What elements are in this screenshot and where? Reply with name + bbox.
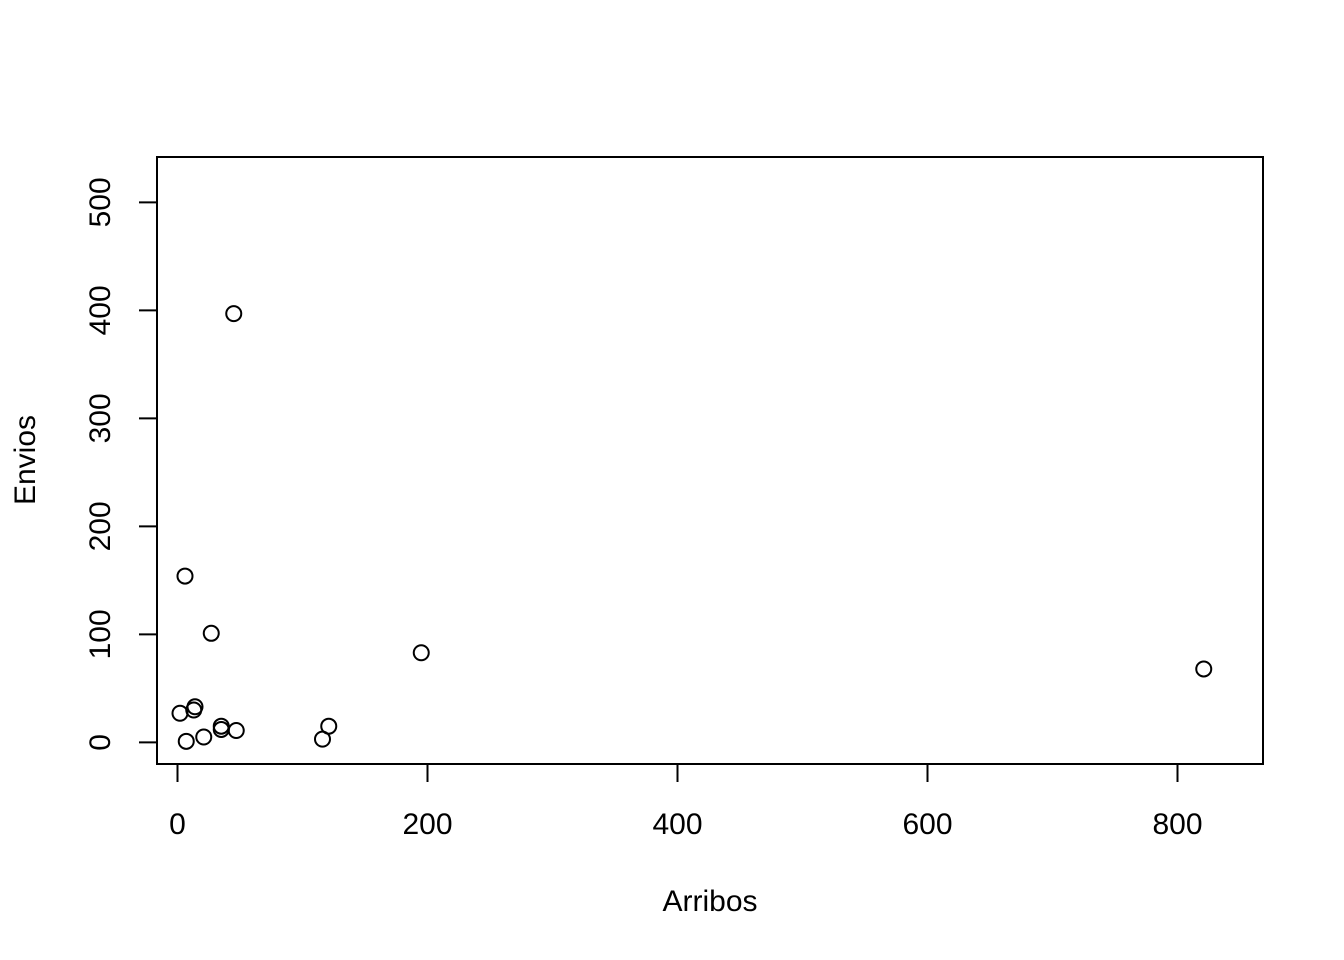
data-point bbox=[314, 730, 331, 748]
x-tick-label: 400 bbox=[652, 808, 702, 841]
x-tick-label: 600 bbox=[902, 808, 952, 841]
data-point bbox=[412, 644, 430, 662]
y-tick-label: 500 bbox=[84, 177, 117, 227]
data-point bbox=[171, 704, 189, 722]
y-tick-label: 100 bbox=[84, 609, 117, 659]
data-point bbox=[1195, 660, 1213, 678]
y-axis: 0 100 200 300 400 500 bbox=[84, 177, 158, 751]
plot-frame bbox=[156, 156, 1264, 765]
data-point bbox=[195, 728, 213, 746]
data-point bbox=[227, 722, 245, 740]
y-tick-label: 400 bbox=[84, 285, 117, 335]
y-tick-label: 200 bbox=[84, 501, 117, 551]
data-point bbox=[202, 624, 220, 642]
x-axis: 0 200 400 600 800 bbox=[169, 763, 1203, 841]
x-axis-title: Arribos bbox=[662, 885, 757, 918]
x-tick-label: 200 bbox=[402, 808, 452, 841]
y-axis-title: Envios bbox=[9, 415, 42, 505]
x-tick-label: 800 bbox=[1152, 808, 1202, 841]
y-tick-label: 300 bbox=[84, 393, 117, 443]
x-tick-label: 0 bbox=[169, 808, 186, 841]
data-point bbox=[176, 567, 194, 585]
data-point bbox=[177, 732, 195, 750]
data-point bbox=[225, 305, 243, 323]
y-tick-label: 0 bbox=[84, 734, 117, 751]
data-points bbox=[171, 305, 1213, 750]
